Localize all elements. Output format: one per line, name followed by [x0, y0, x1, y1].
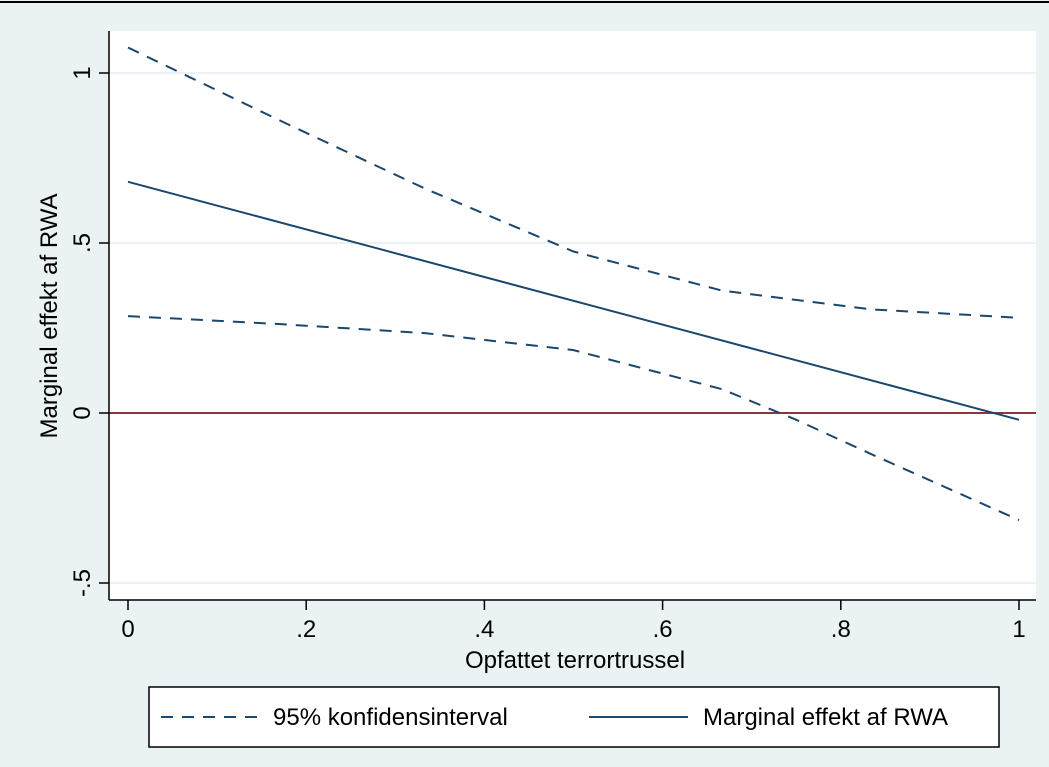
x-tick-label: .8: [831, 616, 851, 643]
ticks: 0 .2 .4 .6 .8 1 -.5 0 .5 1: [69, 66, 1026, 643]
axes: [108, 31, 1036, 601]
legend: 95% konfidensinterval Marginal effekt af…: [148, 686, 1000, 748]
x-tick-label: .4: [474, 616, 494, 643]
series-lines: [127, 46, 1020, 522]
legend-label-ci: 95% konfidensinterval: [273, 704, 508, 731]
ci-bound-line: [127, 46, 1020, 319]
x-tick-label: 1: [1012, 616, 1025, 643]
y-tick-label: .5: [69, 233, 96, 253]
legend-box: [148, 686, 1000, 748]
x-axis-label: Opfattet terrortrussel: [465, 647, 685, 674]
y-tick-label: 0: [69, 406, 96, 419]
y-tick-label: 1: [69, 66, 96, 79]
x-tick-label: 0: [121, 616, 134, 643]
x-tick-label: .6: [653, 616, 673, 643]
marginal-effect-line: [127, 180, 1020, 421]
gridlines: [109, 72, 1036, 584]
ci-bound-line: [127, 315, 1020, 522]
y-axis-label: Marginal effekt af RWA: [36, 194, 63, 439]
legend-label-marginal-effect: Marginal effekt af RWA: [703, 704, 948, 731]
x-tick-label: .2: [296, 616, 316, 643]
plot-area: [109, 31, 1036, 600]
y-tick-label: -.5: [69, 569, 96, 597]
